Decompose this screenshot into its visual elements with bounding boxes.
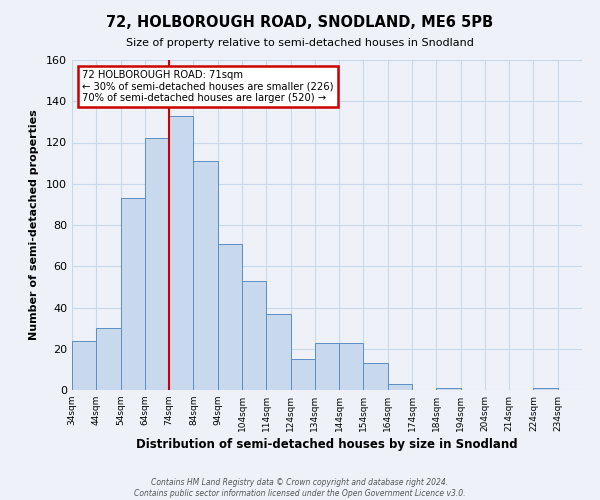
Bar [388, 384, 412, 390]
Text: 72, HOLBOROUGH ROAD, SNODLAND, ME6 5PB: 72, HOLBOROUGH ROAD, SNODLAND, ME6 5PB [106, 15, 494, 30]
Bar [218, 244, 242, 390]
X-axis label: Distribution of semi-detached houses by size in Snodland: Distribution of semi-detached houses by … [136, 438, 518, 451]
Bar [242, 280, 266, 390]
Bar [364, 363, 388, 390]
Bar [290, 359, 315, 390]
Bar [169, 116, 193, 390]
Bar [193, 161, 218, 390]
Bar [145, 138, 169, 390]
Bar [533, 388, 558, 390]
Text: Contains HM Land Registry data © Crown copyright and database right 2024.
Contai: Contains HM Land Registry data © Crown c… [134, 478, 466, 498]
Bar [339, 342, 364, 390]
Y-axis label: Number of semi-detached properties: Number of semi-detached properties [29, 110, 39, 340]
Bar [315, 342, 339, 390]
Bar [96, 328, 121, 390]
Bar [266, 314, 290, 390]
Bar [121, 198, 145, 390]
Bar [72, 340, 96, 390]
Bar [436, 388, 461, 390]
Text: 72 HOLBOROUGH ROAD: 71sqm
← 30% of semi-detached houses are smaller (226)
70% of: 72 HOLBOROUGH ROAD: 71sqm ← 30% of semi-… [82, 70, 334, 103]
Text: Size of property relative to semi-detached houses in Snodland: Size of property relative to semi-detach… [126, 38, 474, 48]
